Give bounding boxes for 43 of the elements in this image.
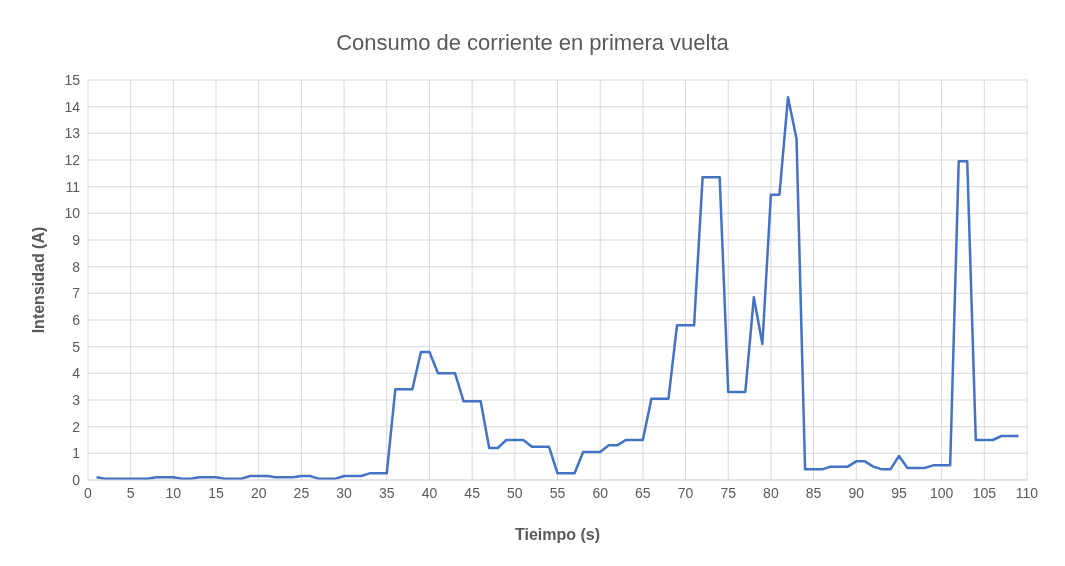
y-tick-label: 15 (64, 71, 81, 88)
y-tick-label: 6 (72, 311, 81, 328)
x-tick-label: 75 (720, 484, 737, 501)
y-tick-label: 5 (72, 338, 81, 355)
y-tick-label: 7 (72, 285, 81, 302)
x-tick-label: 15 (208, 484, 225, 501)
x-tick-label: 105 (972, 484, 997, 501)
y-tick-label: 4 (72, 365, 81, 382)
y-tick-label: 11 (65, 178, 81, 195)
x-tick-label: 50 (507, 484, 523, 501)
x-tick-label: 80 (763, 484, 779, 501)
x-tick-label: 5 (126, 484, 135, 501)
x-tick-label: 35 (378, 484, 395, 501)
x-tick-label: 55 (549, 484, 566, 501)
y-tick-label: 0 (72, 471, 81, 488)
line-series (95, 96, 1020, 480)
y-tick-label: 8 (72, 258, 81, 275)
y-tick-label: 2 (72, 418, 81, 435)
y-tick-label: 13 (64, 125, 81, 142)
chart-title: Consumo de corriente en primera vuelta (335, 29, 730, 57)
y-tick-label: 1 (72, 445, 81, 462)
x-tick-label: 0 (84, 484, 93, 501)
x-tick-label: 70 (677, 484, 694, 501)
x-tick-label: 45 (464, 484, 481, 501)
x-tick-label: 40 (421, 484, 438, 501)
x-axis-title: Tieimpo (s) (514, 526, 601, 543)
x-tick-label: 100 (929, 484, 954, 501)
x-tick-label: 65 (635, 484, 651, 501)
x-tick-label: 95 (891, 484, 907, 501)
x-tick-label: 110 (1015, 484, 1039, 501)
y-tick-label: 10 (64, 205, 81, 222)
x-tick-label: 30 (336, 484, 353, 501)
x-tick-label: 60 (592, 484, 609, 501)
y-tick-label: 9 (72, 231, 81, 248)
y-tick-label: 12 (64, 151, 81, 168)
y-axis-title: Intensidad (A) (29, 226, 47, 334)
x-tick-label: 85 (805, 484, 822, 501)
x-tick-label: 10 (165, 484, 182, 501)
x-tick-label: 90 (848, 484, 865, 501)
y-tick-label: 14 (64, 98, 81, 115)
x-tick-label: 25 (293, 484, 310, 501)
x-tick-label: 20 (250, 484, 267, 501)
y-tick-label: 3 (72, 391, 81, 408)
